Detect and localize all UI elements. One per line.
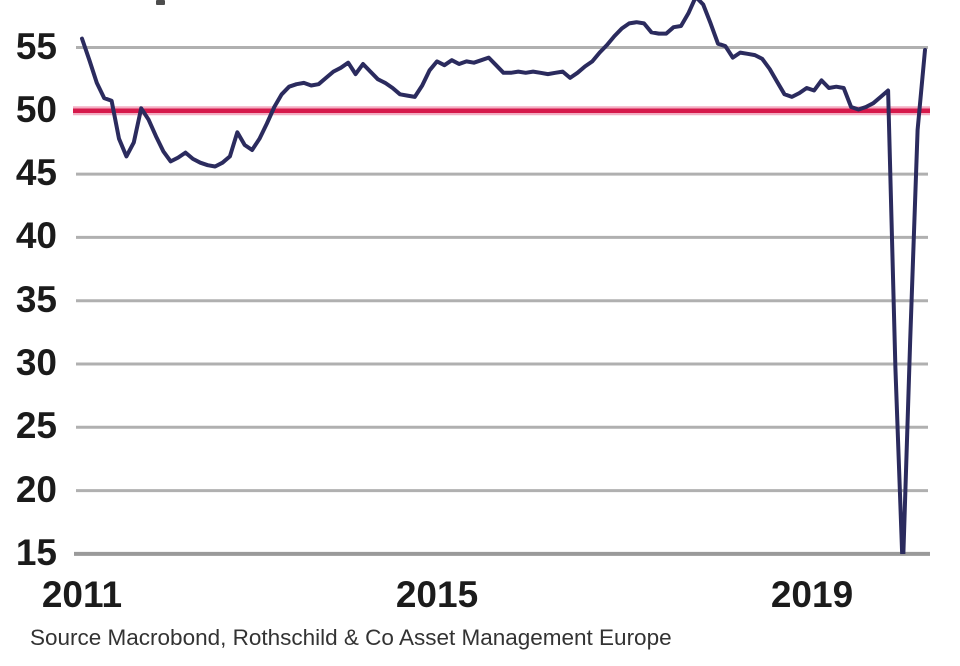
y-tick-label-20: 20 [15,469,57,510]
y-tick-label-45: 45 [15,152,57,193]
cropped-title-fragment [156,0,165,5]
y-tick-label-15: 15 [15,532,57,573]
x-tick-label-2011: 2011 [41,574,123,615]
x-tick-label-2019: 2019 [770,574,854,615]
x-tick-label-2015: 2015 [395,574,479,615]
y-tick-label-35: 35 [15,279,57,320]
source-caption: Source Macrobond, Rothschild & Co Asset … [30,625,672,650]
y-tick-label-40: 40 [15,215,57,256]
series-line-composite-pmi-index [80,0,927,554]
y-tick-label-55: 55 [15,26,57,67]
y-tick-label-30: 30 [15,342,57,383]
y-tick-label-50: 50 [15,89,57,130]
y-tick-label-25: 25 [15,405,57,446]
